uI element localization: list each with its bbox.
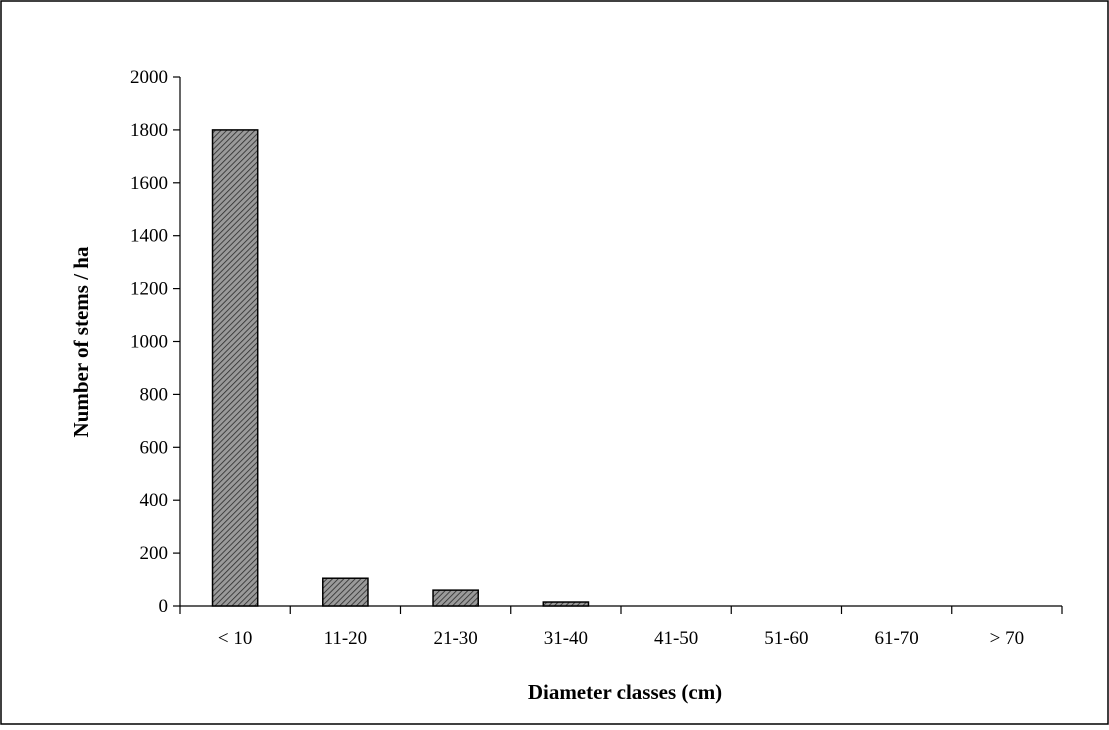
bar-1 <box>322 577 369 607</box>
bar-3 <box>542 601 590 607</box>
y-tick-label: 1200 <box>130 279 168 300</box>
y-tick-label: 1000 <box>130 332 168 353</box>
x-tick-label: 21-30 <box>433 628 477 649</box>
x-tick-label: > 70 <box>990 628 1024 649</box>
y-axis-title: Number of stems / ha <box>69 246 93 437</box>
y-tick-label: 1600 <box>130 173 168 194</box>
bar-0 <box>211 129 259 607</box>
x-tick-label: 31-40 <box>544 628 588 649</box>
y-tick-label: 200 <box>140 543 169 564</box>
x-tick-label: < 10 <box>218 628 252 649</box>
x-tick-label: 51-60 <box>764 628 808 649</box>
y-tick-label: 600 <box>140 437 169 458</box>
y-tick-label: 400 <box>140 490 169 511</box>
y-tick-label: 1800 <box>130 120 168 141</box>
y-tick-label: 1400 <box>130 226 168 247</box>
y-tick-label: 0 <box>159 596 169 617</box>
y-tick-label: 800 <box>140 384 169 405</box>
x-tick-label: 61-70 <box>874 628 918 649</box>
y-tick-label: 2000 <box>130 67 168 88</box>
x-tick-label: 11-20 <box>324 628 368 649</box>
bar-2 <box>432 589 479 607</box>
x-tick-label: 41-50 <box>654 628 698 649</box>
x-axis-title: Diameter classes (cm) <box>528 680 722 704</box>
